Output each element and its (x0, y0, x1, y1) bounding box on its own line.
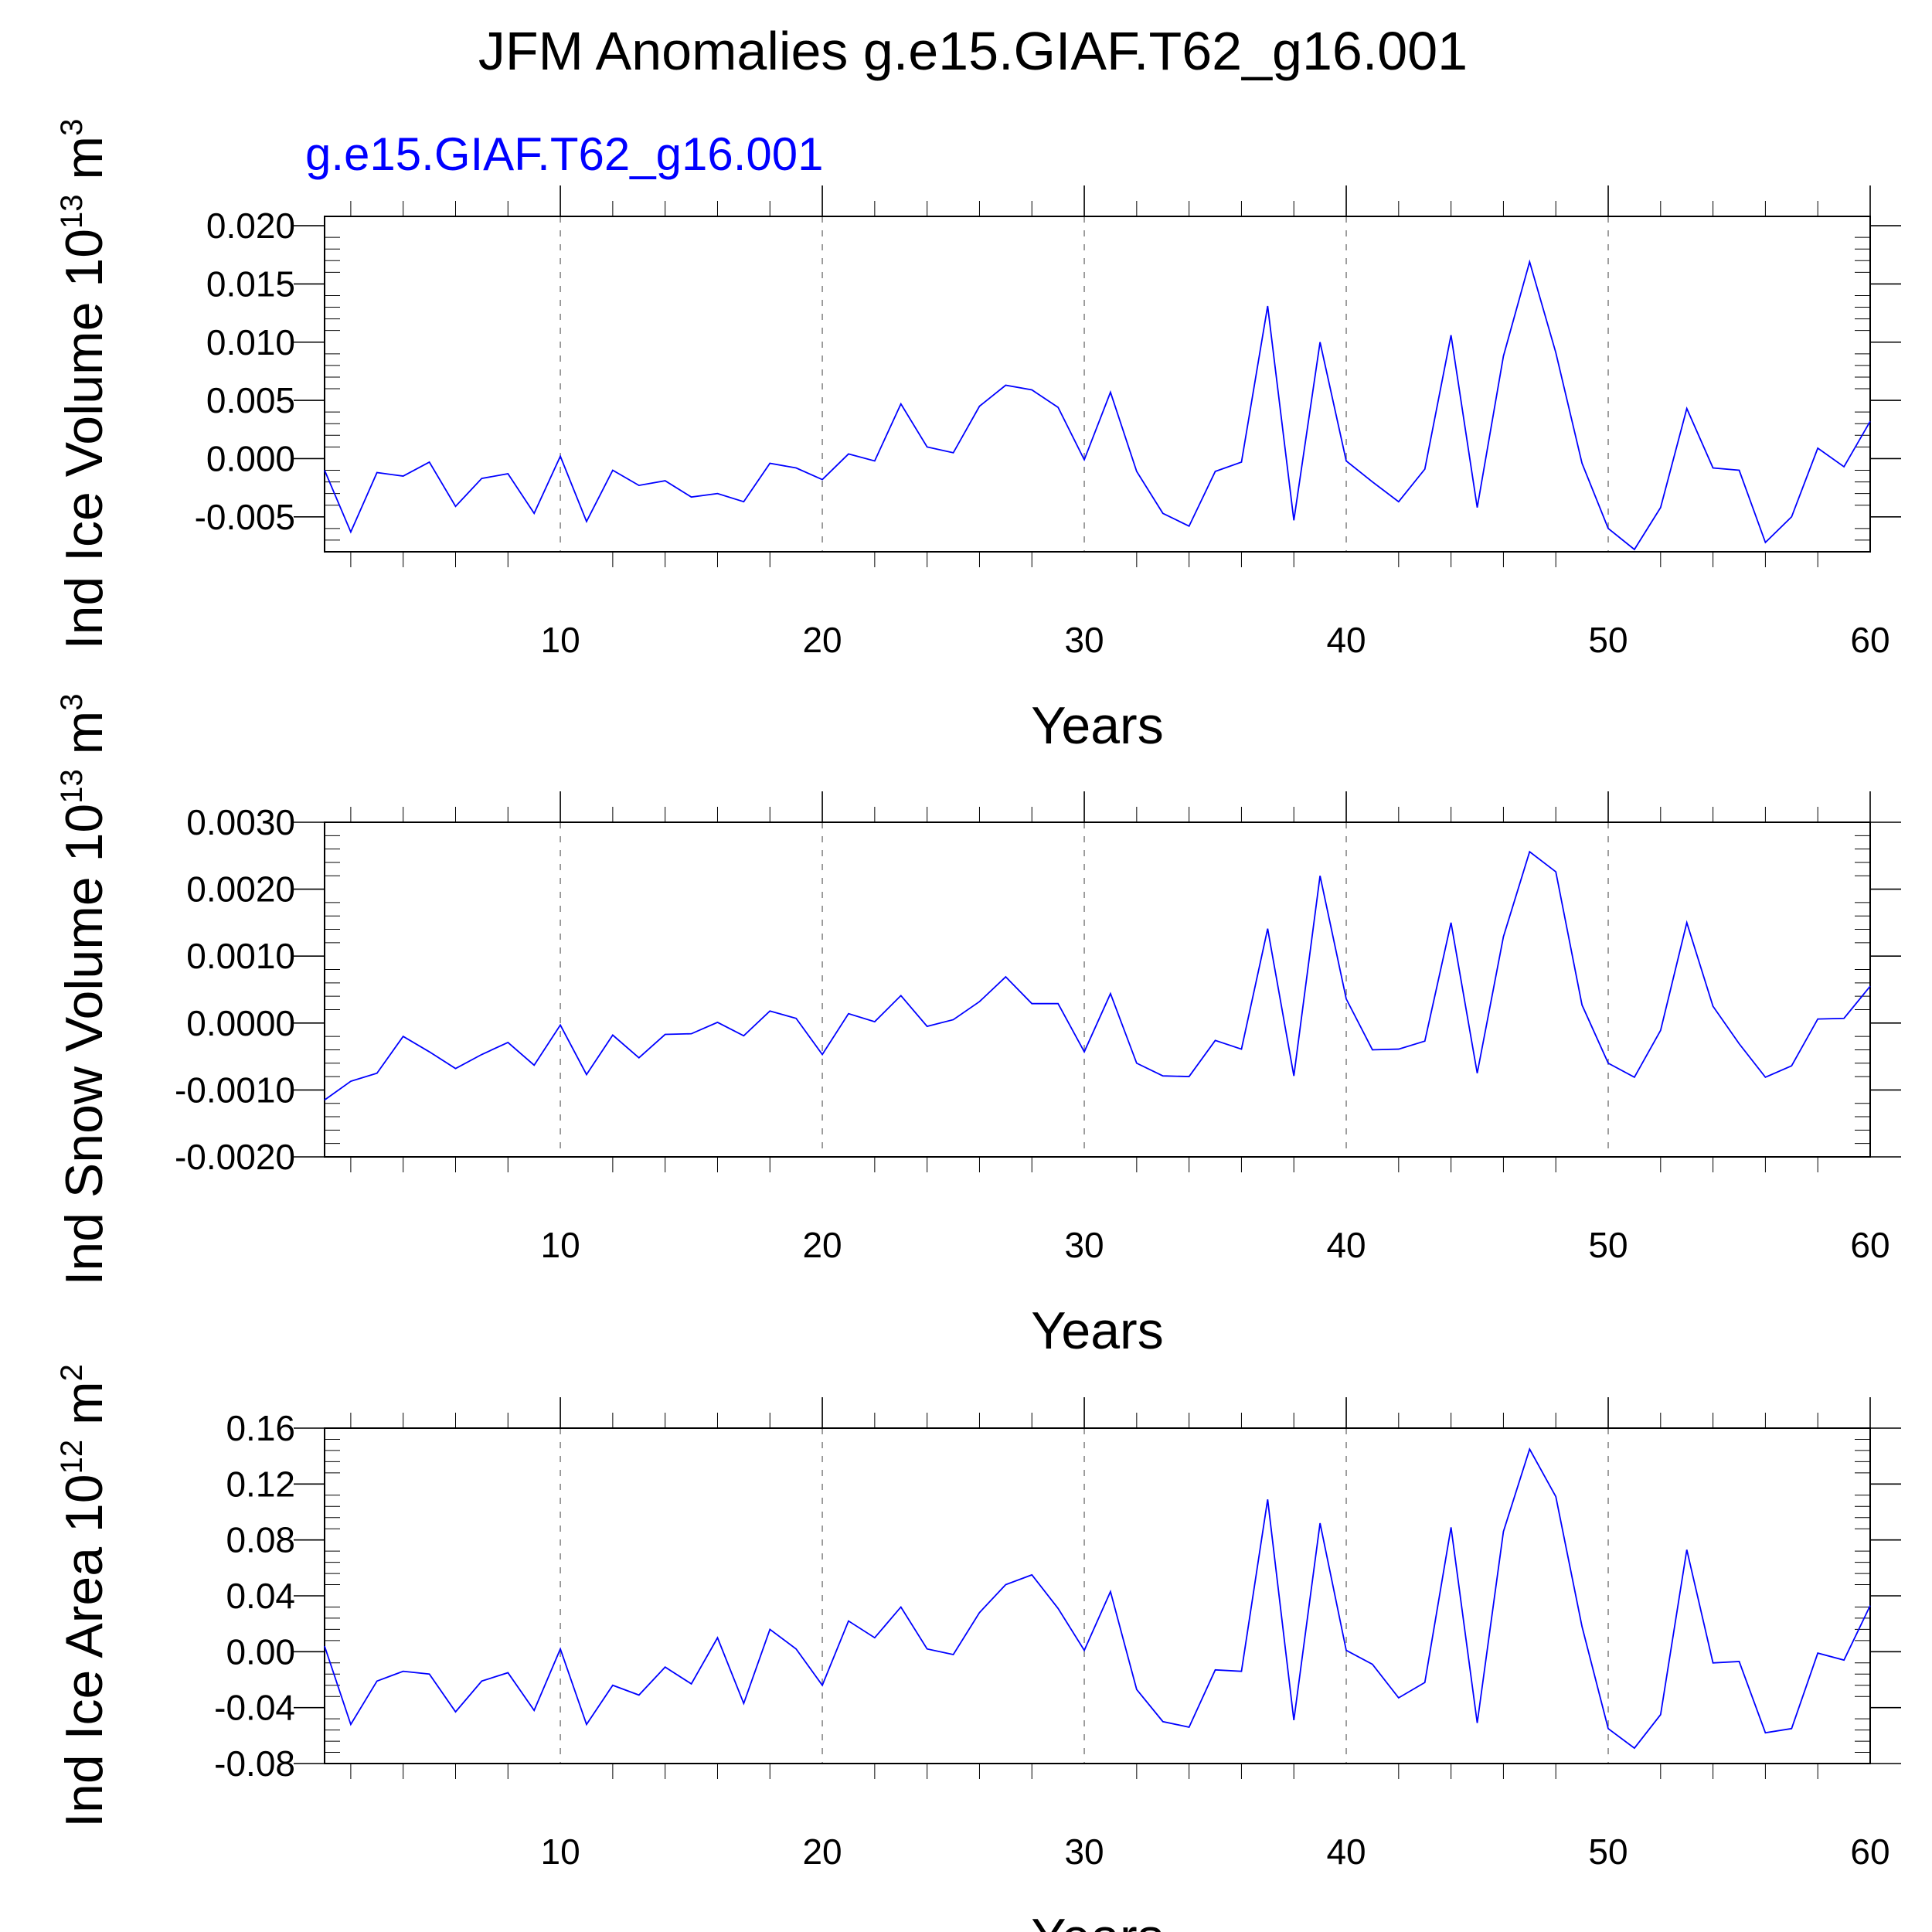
x-tick-label: 60 (1850, 620, 1889, 660)
x-tick-label: 20 (802, 1225, 842, 1265)
major-ticks (294, 1397, 1901, 1764)
tick-labels: 10 20 30 40 50 60 -0.0020 -0.0010 0.0000 0.0010 0.… (175, 802, 1890, 1265)
y-tick-label: 0.0010 (186, 936, 295, 976)
plot-frame (324, 1427, 1871, 1764)
x-axis-label: Years (1031, 696, 1163, 755)
y-axis-label: Ind Snow Volume 1013 m3 (55, 693, 114, 1285)
y-tick-label: 0.16 (226, 1408, 295, 1448)
grid-lines (560, 1428, 1609, 1764)
x-tick-label: 60 (1850, 1832, 1889, 1872)
grid-lines (560, 822, 1609, 1157)
x-tick-label: 10 (540, 1832, 580, 1872)
tick-labels: 10 20 30 40 50 60 -0.005 0.000 0.005 0.010 0.015 0.… (195, 206, 1890, 660)
x-tick-label: 50 (1588, 620, 1628, 660)
y-tick-label: 0.0030 (186, 802, 295, 842)
y-axis-label-unit: m (55, 711, 114, 770)
major-ticks (294, 791, 1901, 1158)
y-tick-label: 0.0020 (186, 869, 295, 910)
y-tick-label: -0.04 (214, 1688, 295, 1728)
x-tick-label: 10 (540, 620, 580, 660)
y-axis-label-main: Ind Ice Area 10 (55, 1474, 114, 1827)
x-tick-label: 40 (1326, 620, 1366, 660)
x-tick-label: 30 (1064, 1225, 1104, 1265)
y-axis-label-unit: m (55, 136, 114, 195)
chart-subtitle: g.e15.GIAF.T62_g16.001 (305, 128, 824, 180)
y-tick-label: 0.000 (206, 438, 295, 478)
grid-lines (560, 216, 1609, 552)
y-axis-label-unit-exponent: 3 (55, 119, 89, 136)
y-tick-label: 0.04 (226, 1576, 295, 1616)
x-tick-label: 40 (1326, 1225, 1366, 1265)
y-tick-label: 0.020 (206, 206, 295, 246)
tick-labels: 10 20 30 40 50 60 -0.08 -0.04 0.00 0.04 0.08 0.12 0.… (214, 1408, 1889, 1872)
y-tick-label: 0.12 (226, 1464, 295, 1504)
major-ticks (294, 185, 1901, 518)
y-axis-label-unit-exponent: 2 (55, 1364, 89, 1381)
y-tick-label: -0.0010 (175, 1070, 295, 1110)
y-axis-label-unit: m (55, 1381, 114, 1440)
y-tick-label: 0.015 (206, 264, 295, 304)
x-tick-label: 60 (1850, 1225, 1889, 1265)
minor-ticks (325, 1413, 1870, 1779)
y-tick-label: 0.08 (226, 1520, 295, 1560)
x-tick-label: 20 (802, 620, 842, 660)
y-axis-label-exponent: 12 (55, 1440, 89, 1475)
x-tick-label: 30 (1064, 1832, 1104, 1872)
chart-title: JFM Anomalies g.e15.GIAF.T62_g16.001 (478, 21, 1468, 81)
x-tick-label: 40 (1326, 1832, 1366, 1872)
y-axis-label-unit-exponent: 3 (55, 693, 89, 710)
y-tick-label: 0.010 (206, 322, 295, 362)
y-axis-label: Ind Ice Volume 1013 m3 (55, 119, 114, 650)
panel-ice-volume: 10 20 30 40 50 60 -0.005 0.000 0.005 0.010 0.015 0.… (55, 119, 1901, 755)
series-line (324, 1447, 1871, 1750)
x-axis-label: Years (1031, 1908, 1163, 1932)
minor-ticks (325, 807, 1870, 1172)
y-tick-label: -0.08 (214, 1743, 295, 1784)
plot-frame (324, 216, 1871, 553)
y-tick-label: 0.0000 (186, 1003, 295, 1043)
x-tick-label: 50 (1588, 1832, 1628, 1872)
x-tick-label: 20 (802, 1832, 842, 1872)
series-line (324, 850, 1871, 1101)
panel-ice-area: 10 20 30 40 50 60 -0.08 -0.04 0.00 0.04 0.08 0.12 0.… (55, 1364, 1901, 1932)
y-axis-label-main: Ind Snow Volume 10 (55, 804, 114, 1286)
y-axis-label: Ind Ice Area 1012 m2 (55, 1364, 114, 1828)
y-tick-label: -0.0020 (175, 1137, 295, 1177)
x-tick-label: 30 (1064, 620, 1104, 660)
x-tick-label: 10 (540, 1225, 580, 1265)
x-axis-label: Years (1031, 1301, 1163, 1360)
y-axis-label-exponent: 13 (55, 769, 89, 804)
y-tick-label: 0.00 (226, 1631, 295, 1672)
y-axis-label-exponent: 13 (55, 194, 89, 229)
series-line (324, 259, 1871, 551)
x-tick-label: 50 (1588, 1225, 1628, 1265)
panel-snow-volume: 10 20 30 40 50 60 -0.0020 -0.0010 0.0000 0.0010 0.… (55, 693, 1901, 1360)
plot-frame (324, 821, 1871, 1158)
y-axis-label-main: Ind Ice Volume 10 (55, 229, 114, 649)
y-tick-label: -0.005 (195, 497, 295, 537)
minor-ticks (325, 201, 1870, 567)
y-tick-label: 0.005 (206, 380, 295, 420)
